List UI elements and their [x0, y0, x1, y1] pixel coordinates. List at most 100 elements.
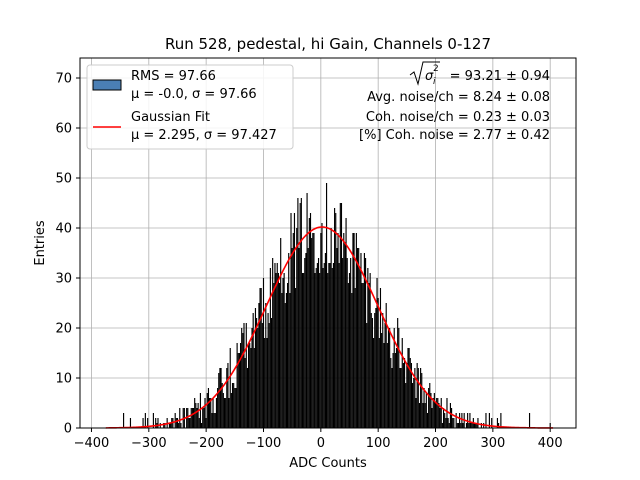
histogram-bar: [450, 408, 453, 428]
histogram-bar: [379, 288, 382, 428]
annotation-coh-percent: [%] Coh. noise = 2.77 ± 0.42: [359, 128, 550, 143]
y-tick-label: 30: [55, 272, 72, 287]
histogram-bar: [270, 318, 273, 428]
histogram-bar: [289, 293, 291, 428]
x-axis-label: ADC Counts: [289, 456, 367, 471]
histogram-bar: [209, 398, 211, 428]
histogram-bar: [267, 313, 269, 428]
histogram-bar: [206, 393, 208, 428]
histogram-bar: [246, 368, 249, 428]
histogram-bar: [403, 358, 406, 428]
histogram-bar: [266, 338, 268, 428]
histogram-bar: [265, 303, 267, 428]
histogram-bar: [316, 263, 318, 428]
histogram-bar: [123, 413, 125, 428]
histogram-bar: [397, 318, 399, 428]
histogram-bar: [312, 233, 314, 428]
histogram-bar: [469, 413, 471, 428]
histogram-bar: [324, 253, 326, 428]
histogram-bar: [416, 363, 418, 428]
histogram-bar: [203, 408, 205, 428]
histogram-bar: [332, 263, 335, 428]
histogram-bar: [498, 423, 500, 428]
y-axis-label: Entries: [33, 220, 48, 266]
legend-histogram-stats: μ = -0.0, σ = 97.66: [131, 87, 257, 102]
histogram-bar: [320, 233, 322, 428]
plot-frame: [79, 57, 577, 429]
histogram-bar: [453, 418, 455, 428]
histogram-bar: [258, 303, 260, 428]
histogram-bar: [455, 413, 457, 428]
histogram-bar: [358, 248, 360, 428]
histogram-bar: [155, 418, 157, 428]
histogram-bar: [415, 398, 417, 428]
histogram-bar: [438, 403, 440, 428]
histogram-bar: [219, 368, 221, 428]
histogram-bar: [288, 253, 290, 428]
histogram-bar: [480, 423, 482, 428]
histogram-bar: [225, 398, 227, 428]
histogram-bar: [295, 288, 297, 428]
histogram-bar: [303, 273, 305, 428]
histogram-bar: [361, 283, 363, 428]
histogram-bar: [228, 398, 230, 428]
x-tick-label: 300: [480, 436, 505, 451]
histogram-bar: [441, 423, 443, 428]
histogram-bar: [342, 258, 344, 428]
histogram-bar: [204, 398, 206, 428]
x-tick-label: 400: [538, 436, 563, 451]
histogram-bar: [152, 413, 154, 428]
histogram-bar: [182, 408, 184, 428]
gaussian-fit-line: [105, 226, 554, 429]
histogram-bar: [168, 423, 171, 428]
histogram-bar: [308, 218, 310, 428]
histogram-bar: [381, 333, 383, 428]
histogram-bar: [363, 253, 365, 428]
histogram-bar: [229, 348, 231, 428]
y-tick-label: 50: [55, 172, 72, 187]
histogram-bar: [230, 393, 232, 428]
histogram-bar: [174, 413, 176, 428]
histogram-bar: [446, 398, 448, 428]
x-tick-label: −400: [74, 436, 110, 451]
histogram-bar: [340, 203, 343, 428]
histogram-bar: [345, 218, 347, 428]
histogram-bar: [432, 398, 434, 428]
x-tick-label: 0: [317, 436, 325, 451]
histogram-bar: [329, 263, 331, 428]
histogram-bar: [462, 423, 464, 428]
histogram-bar: [195, 403, 197, 428]
histogram-bar: [354, 288, 356, 428]
histogram-bar: [249, 343, 251, 428]
histogram-bar: [290, 213, 292, 428]
histogram-bar: [264, 338, 266, 428]
histogram-bar: [179, 408, 181, 428]
histogram-bar: [417, 368, 419, 428]
histogram-bar: [401, 338, 403, 428]
histogram-bar: [331, 268, 333, 428]
histogram-bar: [272, 258, 274, 428]
histogram-bar: [192, 408, 195, 428]
histogram-bar: [315, 268, 317, 428]
histogram-bar: [348, 273, 351, 428]
histogram-bar: [337, 233, 339, 428]
histogram-bar: [350, 258, 352, 428]
histogram-bar: [164, 423, 166, 428]
histogram-bar: [212, 398, 214, 428]
histogram-bar: [377, 298, 379, 428]
histogram-bar: [429, 383, 431, 428]
histogram-bar: [353, 233, 355, 428]
histogram-bar: [180, 423, 182, 428]
histogram-bar: [287, 283, 289, 428]
histogram-bar: [260, 288, 262, 428]
histogram-bar: [176, 418, 179, 428]
histogram-bar: [321, 223, 323, 428]
histogram-bar: [305, 253, 307, 428]
histogram-bar: [468, 423, 470, 428]
histogram-bar: [384, 323, 386, 428]
histogram-bar: [144, 413, 146, 428]
histogram-bar: [147, 418, 149, 428]
histogram-bar: [394, 353, 396, 428]
histogram-bar: [395, 348, 398, 428]
legend-histogram-swatch: [92, 79, 122, 91]
